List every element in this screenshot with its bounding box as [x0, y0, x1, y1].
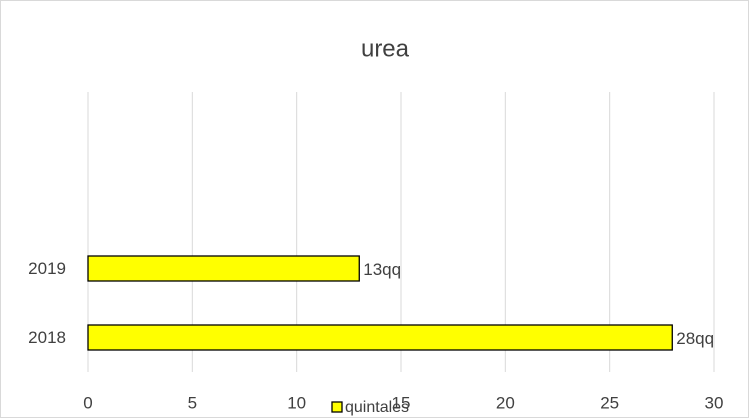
x-tick-label: 5 [188, 393, 197, 412]
bar [87, 324, 673, 351]
legend-swatch [331, 401, 343, 413]
legend-label: quintales [345, 399, 409, 416]
x-tick-label: 30 [705, 393, 724, 412]
chart-title: urea [361, 35, 410, 62]
y-tick-label: 2019 [28, 259, 66, 278]
x-tick-label: 0 [83, 393, 92, 412]
x-tick-label: 20 [496, 393, 515, 412]
x-tick-label: 10 [287, 393, 306, 412]
y-tick-label: 2018 [28, 328, 66, 347]
bar [87, 255, 360, 282]
x-tick-label: 15 [392, 393, 411, 412]
data-label: 13qq [363, 260, 401, 279]
x-tick-label: 25 [600, 393, 619, 412]
data-label: 28qq [676, 329, 714, 348]
